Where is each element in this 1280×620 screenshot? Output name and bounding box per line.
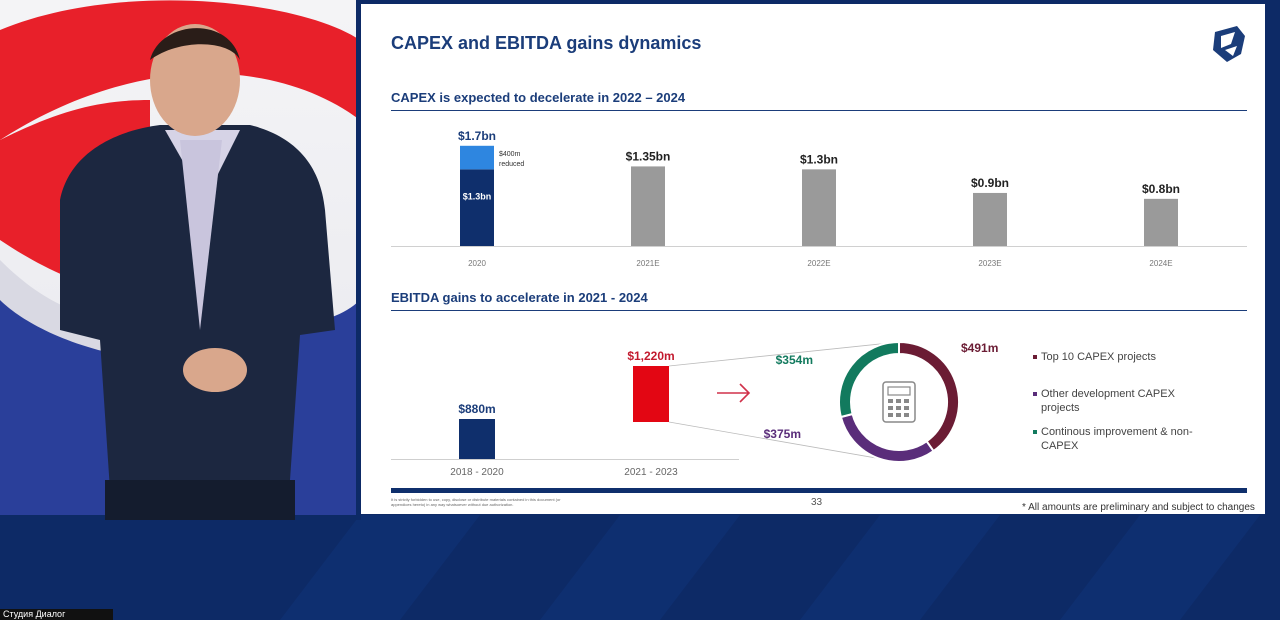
- calculator-key: [888, 413, 893, 417]
- legend-item-continuous-improvement: Continous improvement & non-CAPEX: [1033, 425, 1208, 453]
- donut-slice-label: $491m: [961, 341, 998, 355]
- capex-value-label: $1.3bn: [800, 152, 838, 166]
- calculator-key: [904, 399, 909, 403]
- disclaimer-text: It is strictly forbidden to use, copy, d…: [391, 497, 561, 507]
- ebitda-chart-area: $880m 2018 - 2020 $1,220m 2021 - 2023 $491m $…: [391, 340, 998, 478]
- legend-swatch: [1033, 430, 1037, 434]
- slide-bottom-bar: [391, 488, 1247, 493]
- donut-slice-label: $375m: [764, 427, 801, 441]
- capex-bar-chart: $1.3bn $400m reduced $1.7bn 2020 $1.35bn 2021E…: [391, 129, 1247, 268]
- calculator-body: [882, 381, 916, 423]
- connector-line: [668, 421, 900, 463]
- ebitda-section-rule: [391, 310, 1247, 311]
- slide-footnote: * All amounts are preliminary and subjec…: [1022, 502, 1255, 513]
- calculator-key: [904, 413, 909, 417]
- right-arrow-icon: [717, 383, 751, 403]
- capex-category-label: 2020: [468, 259, 486, 268]
- capex-value-label: $0.9bn: [971, 176, 1009, 190]
- legend-label: Top 10 CAPEX projects: [1041, 351, 1156, 363]
- ebitda-value-label: $880m: [458, 402, 495, 416]
- company-logo-icon: [1213, 26, 1245, 62]
- ebitda-category-label: 2021 - 2023: [624, 467, 678, 478]
- capex-category-label: 2021E: [636, 259, 659, 268]
- donut-slice: [838, 340, 900, 419]
- capex-value-label: $1.7bn: [458, 129, 496, 143]
- calculator-key: [888, 399, 893, 403]
- capex-bar: [1144, 198, 1178, 246]
- capex-bar-2020-base: [460, 169, 494, 246]
- ebitda-bar: [633, 366, 669, 422]
- ebitda-section-title: EBITDA gains to accelerate in 2021 - 202…: [391, 290, 648, 305]
- legend-swatch: [1033, 392, 1037, 396]
- page-number: 33: [811, 497, 823, 508]
- capex-reduced-annotation: $400m: [499, 151, 521, 158]
- legend-label: Continous improvement & non-CAPEX: [1041, 426, 1193, 452]
- capex-category-label: 2023E: [978, 259, 1001, 268]
- legend-item-other-development: Other development CAPEX projects: [1033, 387, 1208, 415]
- calculator-key: [904, 406, 909, 410]
- calculator-key: [896, 413, 901, 417]
- calculator-key: [888, 406, 893, 410]
- ebitda-value-label: $1,220m: [627, 349, 674, 363]
- capex-bar: [631, 166, 665, 246]
- channel-caption: Студия Диалог: [0, 609, 113, 620]
- capex-value-label: $0.8bn: [1142, 182, 1180, 196]
- calculator-key: [896, 399, 901, 403]
- capex-section-title: CAPEX is expected to decelerate in 2022 …: [391, 90, 686, 105]
- ebitda-category-label: 2018 - 2020: [450, 467, 504, 478]
- capex-bar: [973, 192, 1007, 246]
- legend-swatch: [1033, 355, 1037, 359]
- presentation-slide: CAPEX and EBITDA gains dynamics CAPEX is…: [361, 4, 1265, 514]
- capex-bar: [802, 169, 836, 246]
- legend-label: Other development CAPEX projects: [1041, 388, 1175, 414]
- connector-line: [668, 341, 900, 367]
- legend-item-top10: Top 10 CAPEX projects: [1033, 350, 1208, 364]
- capex-bar-2020-reduced: [460, 145, 494, 170]
- capex-value-label: $1.35bn: [626, 149, 671, 163]
- capex-category-label: 2024E: [1149, 259, 1172, 268]
- capex-reduced-annotation-line2: reduced: [499, 161, 524, 168]
- capex-section-rule: [391, 110, 1247, 111]
- capex-bar-2020-base-label: $1.3bn: [463, 191, 492, 201]
- capex-category-label: 2022E: [807, 259, 830, 268]
- calculator-screen: [887, 386, 911, 396]
- calculator-icon: [882, 381, 916, 423]
- slide-title: CAPEX and EBITDA gains dynamics: [391, 33, 702, 53]
- ebitda-bar: [459, 419, 495, 459]
- calculator-key: [896, 406, 901, 410]
- donut-slice-label: $354m: [776, 353, 813, 367]
